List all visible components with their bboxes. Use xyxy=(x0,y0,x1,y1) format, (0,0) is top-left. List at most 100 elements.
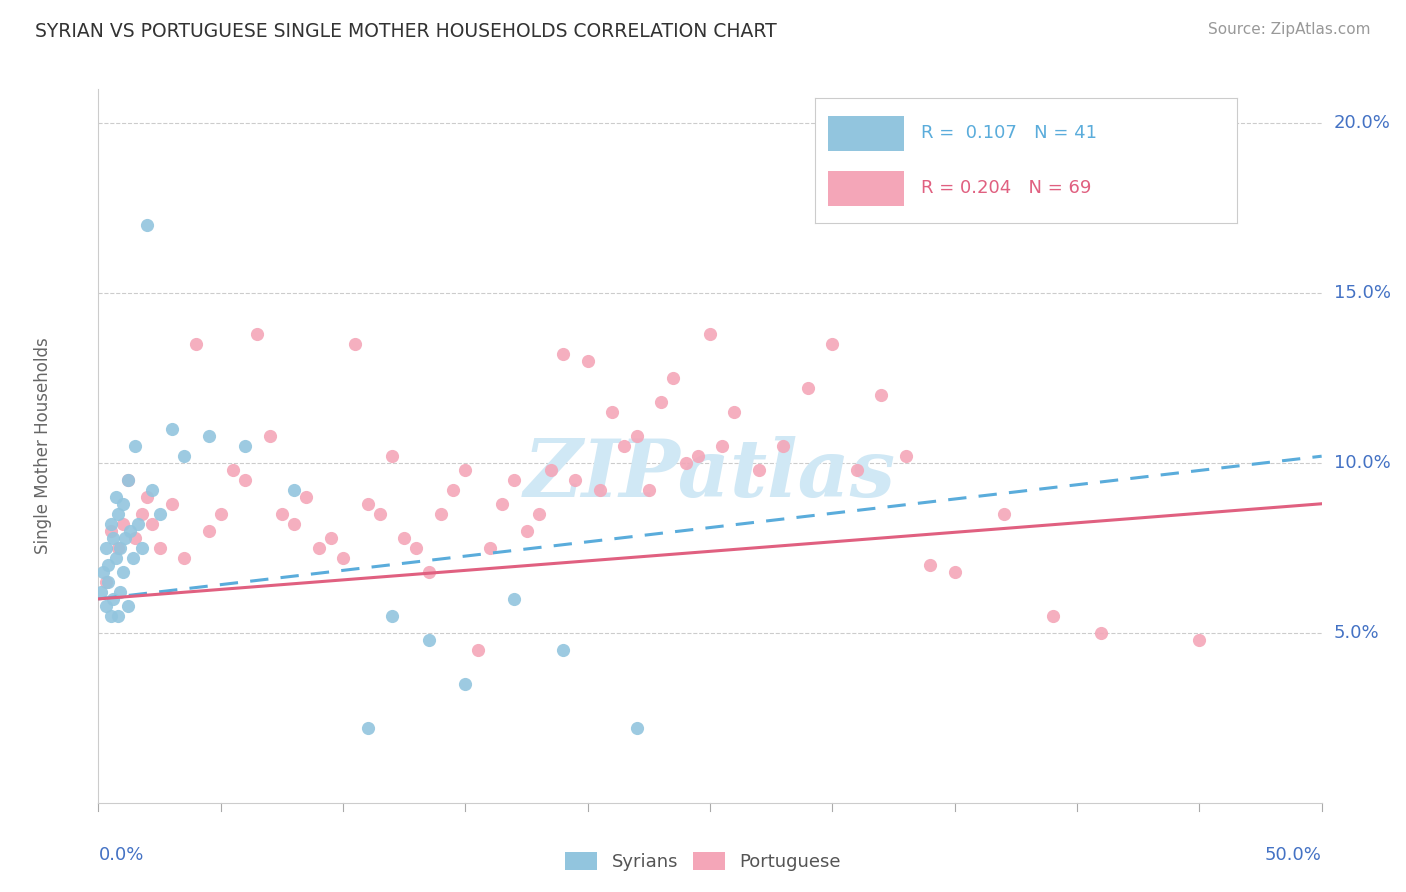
Point xyxy=(441,483,464,498)
Point xyxy=(111,565,134,579)
Point xyxy=(222,463,245,477)
Point xyxy=(149,541,172,555)
Point xyxy=(711,439,734,453)
Point xyxy=(114,531,136,545)
Point xyxy=(94,599,117,613)
Point xyxy=(675,456,697,470)
Point xyxy=(117,473,139,487)
Point xyxy=(246,326,269,341)
Point xyxy=(160,497,183,511)
Point xyxy=(233,473,256,487)
Point xyxy=(107,608,129,623)
Point xyxy=(141,483,163,498)
Text: 0.0%: 0.0% xyxy=(98,846,143,863)
Point xyxy=(467,643,489,657)
Point xyxy=(650,394,672,409)
Point xyxy=(173,449,195,463)
Point xyxy=(233,439,256,453)
Point xyxy=(797,381,820,395)
Point xyxy=(626,429,648,443)
Point xyxy=(553,643,575,657)
Text: R = 0.204   N = 69: R = 0.204 N = 69 xyxy=(921,179,1091,197)
Point xyxy=(699,326,721,341)
Point xyxy=(491,497,513,511)
Point xyxy=(197,524,219,538)
Point xyxy=(503,591,526,606)
Point xyxy=(589,483,612,498)
Point xyxy=(117,473,139,487)
Point xyxy=(107,507,129,521)
Point xyxy=(270,507,294,521)
Point xyxy=(454,677,477,691)
Text: 10.0%: 10.0% xyxy=(1334,454,1391,472)
Point xyxy=(111,517,134,532)
Point xyxy=(723,405,745,419)
Point xyxy=(319,531,342,545)
Point xyxy=(454,463,477,477)
Point xyxy=(104,490,127,504)
Point xyxy=(94,574,117,589)
FancyBboxPatch shape xyxy=(828,116,904,151)
Text: Source: ZipAtlas.com: Source: ZipAtlas.com xyxy=(1208,22,1371,37)
Point xyxy=(124,531,146,545)
Point xyxy=(149,507,172,521)
Point xyxy=(478,541,501,555)
Point xyxy=(117,599,139,613)
Point xyxy=(131,541,153,555)
Point xyxy=(943,565,966,579)
Point xyxy=(344,337,367,351)
Point xyxy=(430,507,453,521)
Point xyxy=(101,531,124,545)
Point xyxy=(141,517,163,532)
Point xyxy=(186,337,208,351)
Text: Single Mother Households: Single Mother Households xyxy=(34,338,52,554)
FancyBboxPatch shape xyxy=(828,170,904,205)
Legend: Syrians, Portuguese: Syrians, Portuguese xyxy=(558,846,848,879)
Point xyxy=(527,507,550,521)
Point xyxy=(110,585,132,599)
Point xyxy=(356,721,378,735)
Point xyxy=(111,497,134,511)
Point xyxy=(136,218,159,232)
Point xyxy=(540,463,562,477)
Point xyxy=(553,347,575,361)
Point xyxy=(308,541,330,555)
Point xyxy=(283,483,305,498)
Point xyxy=(368,507,391,521)
Point xyxy=(100,608,122,623)
Point xyxy=(209,507,232,521)
Point xyxy=(870,388,893,402)
Point xyxy=(197,429,219,443)
Point xyxy=(626,721,648,735)
Point xyxy=(124,439,146,453)
Point xyxy=(772,439,794,453)
Point xyxy=(356,497,378,511)
Text: R =  0.107   N = 41: R = 0.107 N = 41 xyxy=(921,124,1097,142)
Point xyxy=(381,608,404,623)
Point xyxy=(993,507,1015,521)
Point xyxy=(1042,608,1064,623)
Point xyxy=(104,551,127,566)
Point xyxy=(686,449,709,463)
Point xyxy=(418,565,440,579)
Point xyxy=(283,517,305,532)
Point xyxy=(100,524,122,538)
Point xyxy=(1188,632,1211,647)
Point xyxy=(120,524,142,538)
Point xyxy=(160,422,183,436)
Point xyxy=(97,574,120,589)
Point xyxy=(100,517,122,532)
Point xyxy=(332,551,354,566)
Point xyxy=(1090,626,1112,640)
Point xyxy=(173,551,195,566)
Point xyxy=(503,473,526,487)
Point xyxy=(90,585,112,599)
Point xyxy=(136,490,159,504)
Point xyxy=(97,558,120,572)
Point xyxy=(821,337,844,351)
Point xyxy=(121,551,143,566)
Point xyxy=(110,541,132,555)
Point xyxy=(107,541,129,555)
Point xyxy=(295,490,318,504)
Point xyxy=(127,517,149,532)
